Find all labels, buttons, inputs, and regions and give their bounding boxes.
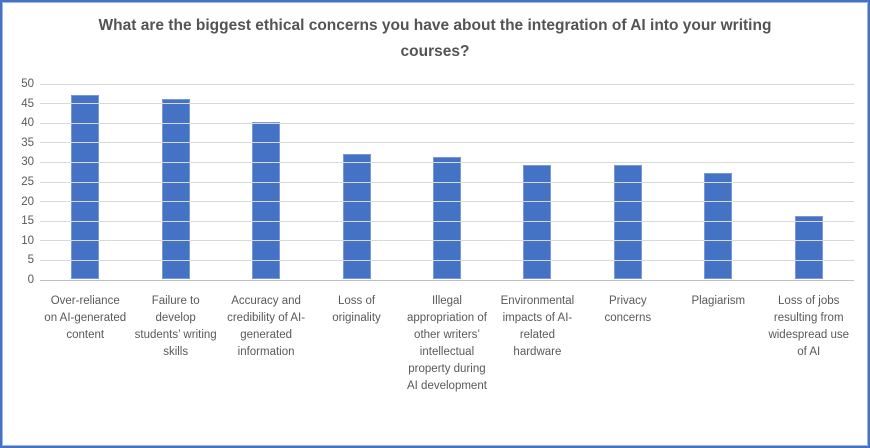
- gridline: [40, 83, 854, 85]
- y-tick-label: 50: [21, 78, 34, 90]
- x-category-label: Environmental impacts of AI-related hard…: [500, 295, 575, 358]
- y-axis: 0 5 10 15 20 25 30 35 40 45 50: [2, 78, 34, 286]
- y-tick-label: 25: [21, 176, 34, 188]
- gridline: [40, 220, 854, 222]
- y-tick-label: 0: [27, 274, 34, 286]
- bar[interactable]: [71, 94, 100, 279]
- bar[interactable]: [252, 122, 281, 279]
- y-tick-label: 45: [21, 97, 34, 110]
- bar-slot: [764, 83, 854, 279]
- x-category-label: Over-reliance on AI-generated content: [44, 295, 127, 341]
- y-tick-label: 20: [21, 195, 34, 208]
- y-tick-label: 30: [21, 156, 34, 169]
- bar-slot: [311, 83, 401, 279]
- x-category-label: Loss of originality: [332, 295, 381, 324]
- y-tick-label: 15: [21, 215, 34, 228]
- gridline: [40, 259, 854, 261]
- bar[interactable]: [704, 173, 733, 279]
- gridline: [40, 142, 854, 144]
- x-category-label: Privacy concerns: [604, 295, 652, 324]
- x-category-label: Plagiarism: [691, 295, 746, 307]
- x-axis: Over-reliance on AI-generated content Fai…: [40, 293, 854, 395]
- gridline: [40, 201, 854, 203]
- bar-slot: [221, 83, 311, 279]
- gridline: [40, 122, 854, 124]
- x-category-label: Failure to develop students’ writing ski…: [134, 295, 217, 358]
- y-tick-label: 35: [21, 136, 34, 149]
- y-tick-label: 40: [21, 117, 34, 130]
- plot-area: [40, 83, 854, 281]
- bars-row: [40, 83, 854, 279]
- gridline: [40, 181, 854, 183]
- bar[interactable]: [342, 153, 371, 279]
- y-tick-label: 10: [21, 234, 34, 247]
- bar[interactable]: [432, 157, 461, 279]
- y-tick-label: 5: [27, 254, 34, 267]
- bar[interactable]: [161, 98, 190, 279]
- bar-slot: [130, 83, 220, 279]
- x-category-label: Illegal appropriation of other writers’ …: [407, 295, 487, 392]
- gridline: [40, 103, 854, 105]
- x-category-label: Accuracy and credibility of AI-generated…: [227, 295, 306, 358]
- x-category-label: Loss of jobs resulting from widespread u…: [768, 295, 849, 358]
- bar-slot: [40, 83, 130, 279]
- gridline: [40, 161, 854, 163]
- bar-slot: [673, 83, 763, 279]
- bar[interactable]: [794, 216, 823, 279]
- gridline: [40, 240, 854, 242]
- x-axis-line: [40, 279, 854, 281]
- chart-title: What are the biggest ethical concerns yo…: [98, 17, 772, 60]
- bar-slot: [402, 83, 492, 279]
